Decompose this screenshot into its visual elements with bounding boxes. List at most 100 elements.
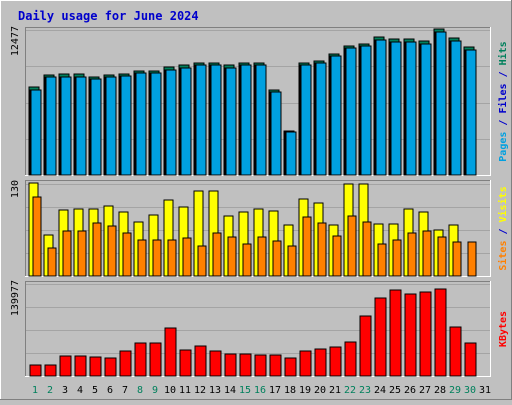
hits-files-pages-panel: 12477 Pages / Files / Hits [10, 26, 509, 176]
visits-sites-bar-sites-day-12 [197, 245, 207, 277]
day-label-18: 18 [284, 385, 296, 396]
visits-sites-bar-sites-day-18 [287, 245, 297, 277]
hits-files-pages-bar-pages-day-12 [195, 64, 207, 176]
kbytes-bar-kbytes-day-6 [104, 357, 117, 377]
day-label-8: 8 [137, 385, 143, 396]
visits-sites-series-label-visits: Visits [497, 186, 509, 222]
hits-files-pages-bar-pages-day-14 [225, 67, 237, 176]
hits-files-pages-series-label-separator: / [498, 65, 509, 83]
day-label-7: 7 [122, 385, 128, 396]
day-label-21: 21 [329, 385, 341, 396]
kbytes-bar-kbytes-day-17 [269, 354, 282, 377]
visits-sites-bar-sites-day-7 [122, 232, 132, 277]
visits-sites-bar-sites-day-30 [467, 241, 477, 277]
hits-files-pages-bar-pages-day-25 [390, 41, 402, 176]
hits-files-pages-bar-pages-day-21 [330, 55, 342, 176]
hits-files-pages-bar-pages-day-23 [360, 45, 372, 176]
day-label-22: 22 [344, 385, 356, 396]
day-label-25: 25 [389, 385, 401, 396]
day-label-15: 15 [239, 385, 251, 396]
kbytes-bar-kbytes-day-13 [209, 350, 222, 377]
day-label-26: 26 [404, 385, 416, 396]
day-label-11: 11 [179, 385, 191, 396]
day-label-13: 13 [209, 385, 221, 396]
visits-sites-panel: 130 Sites / Visits [10, 180, 509, 277]
kbytes-bar-kbytes-day-20 [314, 348, 327, 377]
hits-files-pages-bar-pages-day-24 [375, 39, 387, 176]
visits-sites-bar-sites-day-26 [407, 232, 417, 277]
visits-sites-bar-sites-day-23 [362, 221, 372, 277]
visits-sites-bar-sites-day-19 [302, 216, 312, 277]
visits-sites-bar-sites-day-2 [47, 247, 57, 277]
visits-sites-bar-sites-day-11 [182, 237, 192, 277]
day-label-17: 17 [269, 385, 281, 396]
visits-sites-bar-sites-day-4 [77, 230, 87, 277]
kbytes-bar-kbytes-day-30 [464, 342, 477, 377]
day-label-16: 16 [254, 385, 266, 396]
kbytes-bar-kbytes-day-8 [134, 342, 147, 377]
hits-files-pages-bar-pages-day-26 [405, 41, 417, 176]
visits-sites-bar-sites-day-29 [452, 241, 462, 277]
day-label-9: 9 [152, 385, 158, 396]
visits-sites-ymax-label: 130 [10, 180, 21, 198]
chart-panels: 12477 Pages / Files / Hits 130 Sites / Visi… [10, 26, 509, 377]
hits-files-pages-bar-pages-day-20 [315, 62, 327, 176]
kbytes-bar-kbytes-day-29 [449, 326, 462, 377]
day-axis: 1 2 3 4 5 6 7 8 9 10 11 12 13 14 15 16 17 18 19 20 21 22 23 24 2… [32, 385, 491, 396]
day-label-4: 4 [77, 385, 83, 396]
hits-files-pages-series-label-separator: / [498, 114, 509, 132]
kbytes-panel: 139977 KBytes [10, 280, 509, 377]
day-label-12: 12 [194, 385, 206, 396]
hits-files-pages-bar-pages-day-2 [45, 76, 57, 176]
kbytes-bar-kbytes-day-21 [329, 346, 342, 377]
visits-sites-bar-sites-day-14 [227, 236, 237, 277]
kbytes-bar-kbytes-day-27 [419, 291, 432, 377]
visits-sites-bar-sites-day-15 [242, 243, 252, 277]
kbytes-bar-kbytes-day-23 [359, 315, 372, 377]
kbytes-series-label-kbytes: KBytes [498, 311, 509, 347]
kbytes-bar-kbytes-day-15 [239, 353, 252, 377]
kbytes-ymax-label: 139977 [10, 280, 21, 316]
day-label-19: 19 [299, 385, 311, 396]
visits-sites-bar-sites-day-5 [92, 222, 102, 277]
visits-sites-bar-sites-day-20 [317, 222, 327, 277]
day-label-27: 27 [419, 385, 431, 396]
kbytes-bar-kbytes-day-4 [74, 355, 87, 377]
kbytes-series-label: KBytes [498, 311, 509, 347]
day-label-29: 29 [449, 385, 461, 396]
kbytes-bar-kbytes-day-22 [344, 341, 357, 377]
hits-files-pages-bar-pages-day-27 [420, 43, 432, 176]
visits-sites-bar-sites-day-3 [62, 230, 72, 277]
hits-files-pages-bar-pages-day-22 [345, 47, 357, 176]
hits-files-pages-series-label: Pages / Files / Hits [497, 41, 509, 161]
kbytes-bar-kbytes-day-9 [149, 342, 162, 377]
visits-sites-series-label-separator: / [498, 222, 509, 240]
visits-sites-bar-sites-day-28 [437, 236, 447, 277]
kbytes-bar-kbytes-day-11 [179, 349, 192, 377]
chart-title: Daily usage for June 2024 [18, 9, 199, 23]
day-label-14: 14 [224, 385, 236, 396]
kbytes-bar-kbytes-day-5 [89, 356, 102, 377]
visits-sites-bar-sites-day-21 [332, 235, 342, 277]
day-label-6: 6 [107, 385, 113, 396]
visits-sites-bar-sites-day-27 [422, 230, 432, 277]
day-label-28: 28 [434, 385, 446, 396]
hits-files-pages-bar-pages-day-6 [105, 76, 117, 176]
visits-sites-bar-sites-day-6 [107, 225, 117, 277]
visits-sites-series-label: Sites / Visits [497, 186, 509, 270]
kbytes-bar-kbytes-day-26 [404, 293, 417, 377]
day-label-1: 1 [32, 385, 38, 396]
hits-files-pages-bar-pages-day-30 [465, 49, 477, 176]
hits-files-pages-bar-pages-day-15 [240, 64, 252, 176]
kbytes-bar-kbytes-day-18 [284, 357, 297, 377]
hits-files-pages-bar-pages-day-10 [165, 69, 177, 176]
hits-files-pages-bar-pages-day-28 [435, 31, 447, 176]
day-label-20: 20 [314, 385, 326, 396]
hits-files-pages-series-label-hits: Hits [497, 41, 509, 65]
kbytes-bar-kbytes-day-19 [299, 350, 312, 377]
hits-files-pages-bar-pages-day-3 [60, 76, 72, 176]
visits-sites-bar-sites-day-10 [167, 239, 177, 277]
kbytes-bar-kbytes-day-10 [164, 327, 177, 377]
